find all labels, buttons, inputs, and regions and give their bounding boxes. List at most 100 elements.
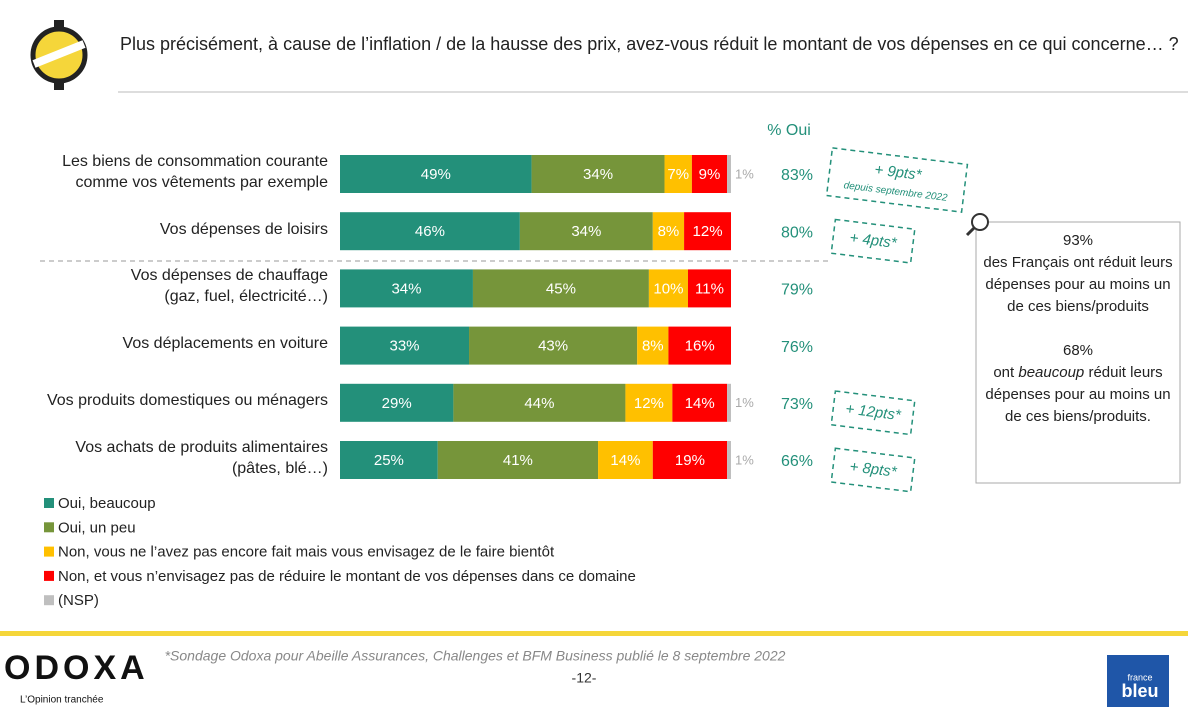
- legend-label: Non, vous ne l’avez pas encore fait mais…: [58, 544, 555, 561]
- bar-segment: [340, 212, 520, 251]
- bar-segment: [727, 441, 731, 479]
- callout-text: ont: [993, 364, 1015, 381]
- evolution-badge: + 4pts*: [830, 218, 916, 264]
- partner-logo-text: france: [1127, 672, 1152, 682]
- category-label: Vos achats de produits alimentaires (pât…: [75, 439, 328, 477]
- data-label: 12%: [693, 223, 723, 240]
- evolution-box: [830, 447, 916, 493]
- data-label: 19%: [675, 452, 705, 469]
- data-label: 11%: [695, 280, 724, 297]
- magnifier: [965, 226, 976, 237]
- footer-band: [0, 631, 1188, 636]
- legend-label: (NSP): [58, 592, 99, 609]
- data-label: 12%: [634, 395, 664, 412]
- bar-segment: [340, 269, 473, 308]
- category-label: Vos dépenses de loisirs: [159, 220, 328, 238]
- bar-segment: [652, 441, 728, 479]
- total-label: 76%: [781, 339, 813, 356]
- partner-logo-text: bleu: [1121, 681, 1158, 701]
- bar-segment: [340, 441, 438, 479]
- evolution-label: + 12pts*: [845, 400, 903, 424]
- legend-swatch: [44, 498, 54, 508]
- data-label: 34%: [391, 280, 421, 297]
- total-header: % Oui: [767, 122, 811, 139]
- data-label: 34%: [571, 223, 601, 240]
- bar-segment: [472, 269, 649, 308]
- data-label: 8%: [642, 338, 664, 355]
- data-label: 43%: [538, 338, 568, 355]
- bar-segment: [519, 212, 653, 251]
- bar-segment: [625, 383, 673, 422]
- data-label: 16%: [685, 338, 715, 355]
- bar-segment: [340, 155, 532, 193]
- data-label: 10%: [653, 280, 683, 297]
- data-label: 44%: [524, 395, 554, 412]
- evolution-note: depuis septembre 2022: [843, 180, 949, 204]
- callout: 93% des Français ont réduit leurs dépens…: [980, 230, 1176, 428]
- total-label: 80%: [781, 224, 813, 241]
- evolution-label: + 9pts*: [873, 161, 923, 184]
- evolution-badge: + 9pts*depuis septembre 2022: [825, 147, 969, 213]
- total-label: 73%: [781, 396, 813, 413]
- category-label: Vos dépenses de chauffage (gaz, fuel, él…: [130, 267, 328, 306]
- data-label: 8%: [658, 223, 680, 240]
- source: *Sondage Odoxa pour Abeille Assurances, …: [165, 648, 786, 664]
- bar-segment: [340, 383, 454, 422]
- data-label: 14%: [685, 395, 715, 412]
- total-label: 83%: [781, 167, 813, 184]
- legend-swatch: [44, 595, 54, 606]
- bar-segment: [727, 155, 731, 193]
- legend-swatch: [44, 522, 54, 533]
- tagline: L’Opinion tranchée: [20, 695, 104, 706]
- data-label: 25%: [374, 452, 404, 469]
- data-label: 29%: [382, 395, 412, 412]
- logo-text: ODOXA: [4, 649, 149, 687]
- legend-swatch: [44, 570, 54, 581]
- data-label: 49%: [421, 166, 451, 183]
- evolution-box: [830, 390, 916, 436]
- data-label: 34%: [583, 166, 613, 183]
- bar-segment: [453, 383, 626, 422]
- data-label: 1%: [735, 452, 754, 467]
- evolution-badge: + 8pts*: [830, 447, 916, 493]
- bar-segment: [684, 212, 731, 251]
- partner-logo: [1107, 655, 1169, 707]
- evolution-box: [825, 147, 969, 213]
- bar-segment: [598, 441, 653, 479]
- data-label: 7%: [667, 166, 689, 183]
- callout-value: 93%: [1062, 232, 1094, 249]
- bar-segment: [648, 269, 688, 308]
- category-label: Vos produits domestiques ou ménagers: [46, 392, 328, 410]
- data-label: 46%: [415, 223, 445, 240]
- callout-text: des Français ont réduit leurs dépenses p…: [983, 254, 1173, 315]
- callout-text: réduit leurs dépenses pour au moins un d…: [985, 364, 1171, 425]
- bar-segment: [652, 212, 685, 251]
- evolution-box: [830, 218, 916, 264]
- legend-label: Non, et vous n’envisagez pas de réduire …: [58, 568, 636, 585]
- data-label: 1%: [735, 395, 754, 410]
- logo-icon: [54, 82, 64, 90]
- data-label: 9%: [699, 166, 721, 183]
- callout-box: [975, 221, 1181, 484]
- bar-segment: [637, 326, 669, 365]
- legend-label: Oui, beaucoup: [58, 495, 156, 512]
- callout-emphasis: beaucoup: [1018, 364, 1085, 381]
- bar-segment: [687, 269, 731, 308]
- evolution-label: + 8pts*: [849, 458, 899, 481]
- bar-segment: [531, 155, 665, 193]
- category-label: Vos déplacements en voiture: [122, 335, 328, 353]
- total-label: 66%: [781, 453, 813, 470]
- bar-segment: [668, 326, 731, 365]
- logo-icon: [32, 40, 86, 68]
- bar-segment: [727, 383, 731, 422]
- evolution-label: + 4pts*: [849, 229, 899, 252]
- callout-value: 68%: [1062, 342, 1094, 359]
- bar-segment: [340, 326, 470, 365]
- bar-segment: [437, 441, 599, 479]
- data-label: 41%: [503, 452, 533, 469]
- bar-segment: [664, 155, 692, 193]
- category-label: Les biens de consommation courante comme…: [62, 153, 328, 191]
- legend-label: Oui, un peu: [58, 519, 136, 536]
